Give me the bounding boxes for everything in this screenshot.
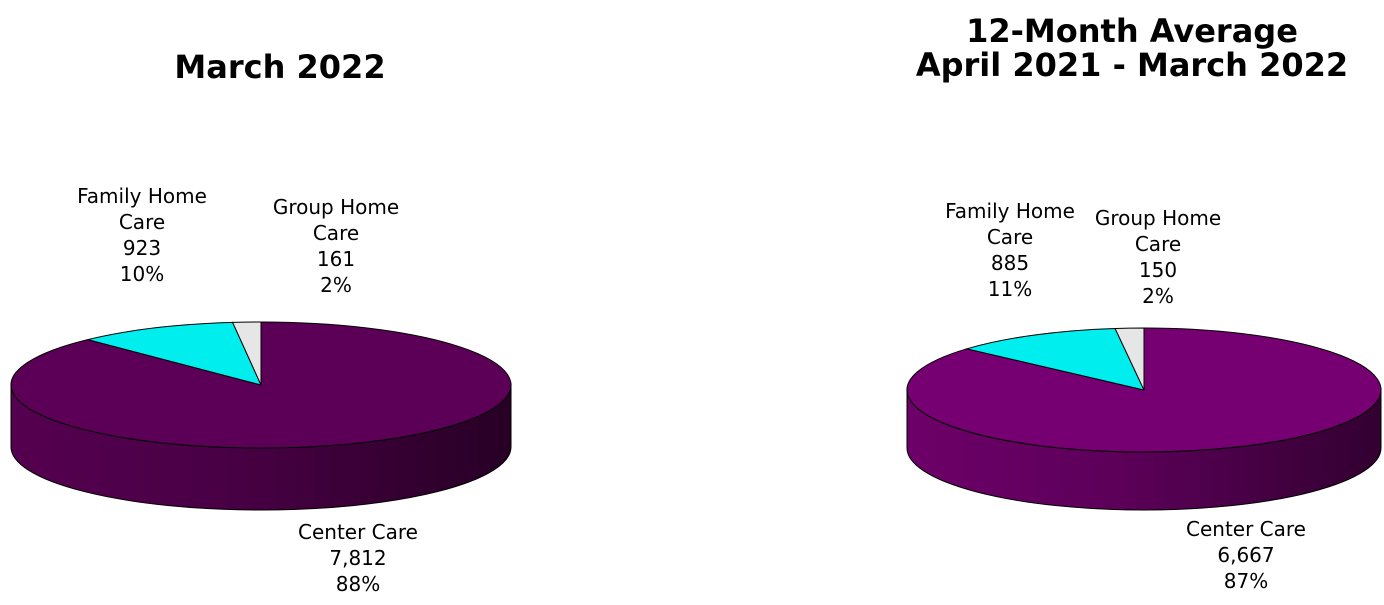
slice-label-center-care: Center Care 6,667 87% (1166, 516, 1326, 594)
slice-value: 7,812 (329, 546, 387, 570)
slice-percent: 88% (335, 572, 381, 596)
slice-name-line: Center Care (298, 520, 418, 544)
slice-value: 6,667 (1217, 543, 1275, 567)
slice-label-center-care: Center Care 7,812 88% (278, 519, 438, 597)
pie-3d (10, 321, 512, 511)
slice-percent: 11% (987, 277, 1033, 301)
slice-name-line: Care (312, 221, 360, 245)
chart-march-2022: March 2022 Family Home Care 923 10% Grou… (0, 0, 560, 605)
chart-title: 12-Month Average April 2021 - March 2022 (880, 14, 1384, 82)
pie-slice-group-home-care (231, 321, 262, 386)
slice-label-group-home-care: Group Home Care 161 2% (256, 194, 416, 298)
slice-percent: 10% (119, 262, 165, 286)
pie-slice-family-home-care (964, 327, 1145, 391)
slice-percent: 87% (1223, 569, 1269, 593)
slice-name-line: Family Home (945, 199, 1075, 223)
slice-name-line: Group Home (1094, 206, 1222, 230)
slice-percent: 2% (1142, 284, 1174, 308)
chart-title: March 2022 (0, 50, 560, 84)
pie-slice-family-home-care (87, 321, 262, 386)
slice-name-line: Care (1134, 232, 1182, 256)
pie-3d (906, 327, 1382, 511)
slice-value: 885 (990, 251, 1030, 275)
slice-name-line: Center Care (1186, 517, 1306, 541)
pie-slice-group-home-care (1114, 327, 1145, 391)
slice-name-line: Family Home (77, 184, 207, 208)
slice-label-group-home-care: Group Home Care 150 2% (1078, 205, 1238, 309)
slice-name-line: Care (986, 225, 1034, 249)
slice-percent: 2% (320, 273, 352, 297)
chart-title-line: March 2022 (174, 48, 386, 86)
slice-value: 150 (1138, 258, 1178, 282)
slice-value: 161 (316, 247, 356, 271)
slice-label-family-home-care: Family Home Care 923 10% (62, 183, 222, 287)
chart-title-line: April 2021 - March 2022 (915, 46, 1349, 84)
slice-value: 923 (122, 236, 162, 260)
slice-label-family-home-care: Family Home Care 885 11% (930, 198, 1090, 302)
chart-title-line: 12-Month Average (966, 12, 1298, 50)
slice-name-line: Care (118, 210, 166, 234)
slice-name-line: Group Home (272, 195, 400, 219)
chart-12-month-average: 12-Month Average April 2021 - March 2022… (880, 0, 1384, 605)
